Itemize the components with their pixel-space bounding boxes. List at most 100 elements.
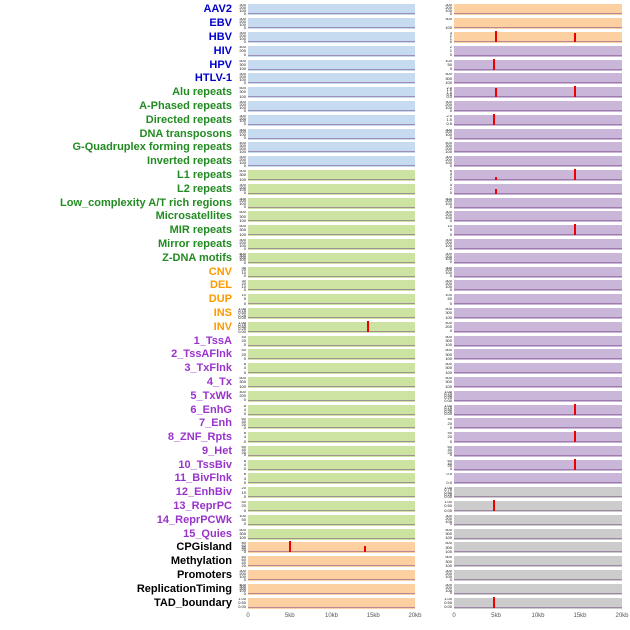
y-axis-ticks: 1.00 0.75 0.50 0.25 0.00 — [236, 308, 248, 319]
y-tick-label: 0 — [449, 162, 452, 168]
signal-baseline — [248, 399, 415, 401]
y-tick-label: 100 — [445, 383, 452, 388]
track-row: Promoters 300 200 100 0 300 200 100 0 — [0, 569, 630, 583]
y-tick-label: 200 — [239, 115, 246, 121]
y-axis-ticks: 40 20 0 — [236, 501, 248, 512]
y-tick-label: 1.00 — [444, 597, 452, 601]
right-strip-cell — [454, 293, 622, 307]
y-tick-label: 0.75 — [444, 404, 452, 410]
y-tick-label: 300 — [239, 114, 246, 118]
left-signal-strip — [248, 197, 415, 209]
signal-baseline — [454, 358, 622, 360]
left-signal-strip — [248, 363, 415, 375]
y-axis-ticks: 100 50 0 — [236, 515, 248, 526]
y-tick-label: 300 — [239, 128, 246, 132]
right-strip-cell — [454, 320, 622, 334]
right-strip-cell — [454, 500, 622, 514]
y-tick-label: 2 — [449, 186, 452, 192]
left-signal-strip — [248, 156, 415, 168]
signal-baseline — [454, 510, 622, 512]
y-tick-label: 50 — [447, 296, 452, 302]
signal-baseline — [248, 82, 415, 84]
right-signal-strip — [454, 252, 622, 264]
right-signal-strip — [454, 238, 622, 250]
left-signal-strip — [248, 556, 415, 568]
right-strip-cell — [454, 265, 622, 279]
row-label: 3_TxFlnk — [184, 362, 232, 375]
y-tick-label: 60 — [241, 418, 246, 422]
column-gap — [415, 58, 442, 72]
y-tick-label: 0 — [449, 107, 452, 112]
column-gap — [415, 362, 442, 376]
row-label: Mirror repeats — [158, 237, 232, 250]
row-label: 6_EnhG — [190, 403, 232, 416]
right-signal-strip — [454, 156, 622, 168]
y-tick-label: 300 — [239, 143, 246, 149]
y-tick-label: 300 — [239, 100, 246, 104]
row-label: HBV — [208, 30, 232, 43]
y-axis-ticks: 30 20 10 0 — [236, 280, 248, 291]
y-tick-label: 0.00 — [444, 397, 452, 402]
left-signal-strip — [248, 570, 415, 582]
left-strip-cell — [248, 445, 415, 459]
track-row: L2 repeats 300 200 100 0 4 2 0 — [0, 182, 630, 196]
left-strip-cell — [248, 555, 415, 569]
y-tick-label: 0.75 — [444, 487, 452, 493]
y-tick-label: 0 — [243, 452, 246, 457]
signal-baseline — [248, 358, 415, 360]
column-gap — [415, 320, 442, 334]
row-label: Low_complexity A/T rich regions — [60, 196, 232, 209]
left-signal-strip — [248, 225, 415, 237]
y-tick-label: 300 — [445, 514, 452, 518]
y-tick-label: 300 — [445, 379, 452, 385]
y-tick-label: 0 — [243, 273, 246, 278]
left-strip-cell — [248, 472, 415, 486]
y-tick-label: 60 — [241, 557, 246, 563]
y-tick-label: 500 — [445, 542, 452, 546]
signal-baseline — [454, 468, 622, 470]
column-gap — [415, 265, 442, 279]
y-tick-label: 60 — [241, 445, 246, 449]
left-strip-cell — [248, 31, 415, 45]
y-tick-label: 10 — [241, 284, 246, 290]
right-strip-cell — [454, 279, 622, 293]
y-tick-label: 1.00 — [444, 501, 452, 505]
right-signal-strip — [454, 556, 622, 568]
y-tick-label: 0 — [243, 107, 246, 112]
y-tick-label: 20 — [447, 434, 452, 440]
y-tick-label: 20 — [241, 337, 246, 343]
y-tick-label: 300 — [445, 100, 452, 104]
signal-spike — [495, 176, 497, 180]
y-tick-label: 300 — [239, 213, 246, 219]
signal-baseline — [454, 109, 622, 111]
y-axis-ticks: 40 20 0 — [236, 336, 248, 347]
right-strip-cell — [454, 541, 622, 555]
row-label: ReplicationTiming — [136, 582, 232, 595]
right-strip-cell — [454, 527, 622, 541]
y-tick-label: 200 — [239, 146, 246, 152]
signal-baseline — [454, 385, 622, 387]
y-tick-label: 20 — [241, 281, 246, 287]
x-tick-label: 5kb — [491, 613, 501, 620]
track-row: HTLV-1 300 200 100 0 500 300 100 — [0, 72, 630, 86]
y-tick-label: 0 — [243, 521, 246, 526]
row-label: DNA transposons — [139, 127, 233, 140]
row-label: L1 repeats — [176, 168, 232, 181]
signal-baseline — [248, 551, 415, 553]
signal-baseline — [248, 537, 415, 539]
track-row: 7_Enh 60 40 20 0 40 20 0 — [0, 417, 630, 431]
signal-baseline — [248, 68, 415, 70]
y-axis-ticks: 500 300 100 — [236, 377, 248, 388]
y-axis-ticks: 10 5 0 — [236, 294, 248, 305]
signal-baseline — [454, 220, 622, 222]
y-axis-ticks: 40 20 0 — [442, 432, 454, 443]
right-signal-strip — [454, 542, 622, 554]
y-tick-label: 300 — [445, 238, 452, 242]
column-gap — [415, 555, 442, 569]
y-tick-label: 0.0 — [446, 93, 452, 99]
signal-baseline — [248, 482, 415, 484]
track-row: CNV 30 20 10 0 300 200 100 0 — [0, 265, 630, 279]
y-tick-label: 200 — [445, 5, 452, 11]
right-signal-strip — [454, 376, 622, 388]
